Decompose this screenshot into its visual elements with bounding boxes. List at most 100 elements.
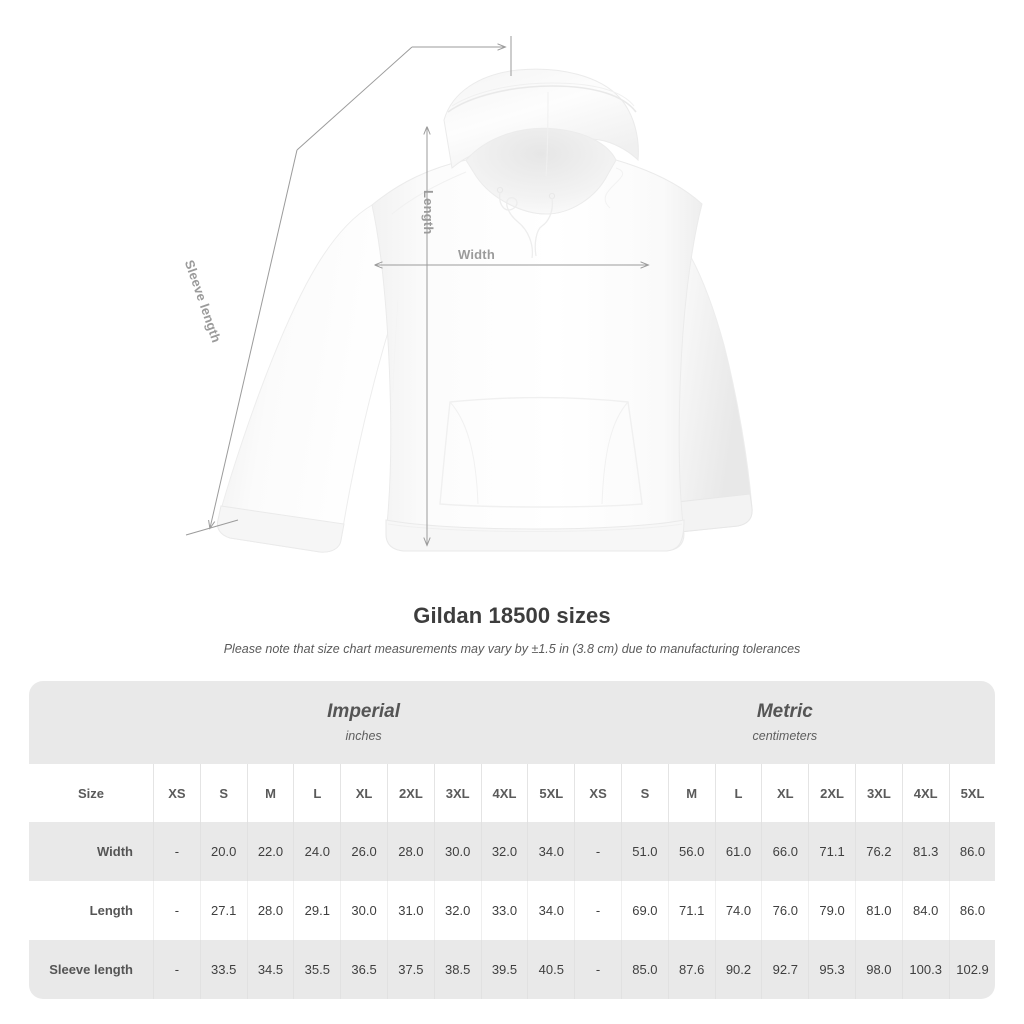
measurement-cell: - — [153, 881, 200, 940]
unit-group-imperial-name: Imperial — [327, 701, 401, 723]
measurement-cell: 56.0 — [667, 822, 715, 881]
width-dimension-label: Width — [458, 247, 495, 262]
sleeve-guide-lower — [210, 149, 298, 528]
size-header-cell: 4XL — [480, 764, 528, 822]
size-header-cell: 3XL — [854, 764, 902, 822]
size-header-cell: S — [621, 764, 668, 822]
measurement-cell: 61.0 — [714, 822, 762, 881]
hoodie-diagram: Width Length Sleeve length — [182, 36, 753, 553]
sleeve-bottom-tick — [185, 519, 239, 536]
measurement-cell: 86.0 — [948, 822, 996, 881]
size-header-cell: L — [293, 764, 341, 822]
unit-group-metric-name: Metric — [756, 701, 813, 723]
measurement-cell: 34.0 — [527, 881, 575, 940]
measurement-cell: 30.0 — [340, 881, 387, 940]
measurement-cell: 34.0 — [527, 822, 575, 881]
size-chart-table-wrap: Imperial inches Metric centimeters Size … — [29, 681, 996, 999]
measurement-cell: 51.0 — [621, 822, 668, 881]
size-header-cell: 2XL — [386, 764, 434, 822]
size-header-cell: S — [199, 764, 247, 822]
garment-shape — [217, 68, 753, 553]
hoodie-illustration — [185, 36, 753, 553]
measurement-cell: 32.0 — [480, 822, 528, 881]
size-header-cell: 3XL — [433, 764, 481, 822]
measurement-cell: 102.9 — [948, 940, 996, 999]
row-label-cell: Width — [29, 822, 153, 881]
measurement-cell: 86.0 — [948, 881, 996, 940]
measurement-cell: 40.5 — [527, 940, 575, 999]
measurement-cell: - — [153, 940, 200, 999]
measurement-cell: 26.0 — [340, 822, 387, 881]
measurement-cell: 76.0 — [761, 881, 809, 940]
measurement-cell: 28.0 — [386, 822, 434, 881]
measurement-cell: 38.5 — [433, 940, 481, 999]
unit-group-imperial: Imperial inches — [153, 681, 575, 764]
size-header-cell: M — [667, 764, 715, 822]
measurement-guides — [185, 36, 648, 545]
measurement-cell: 71.1 — [808, 822, 855, 881]
length-dimension-label: Length — [421, 190, 436, 235]
measurement-cell: 33.0 — [480, 881, 528, 940]
unit-group-imperial-sub: inches — [345, 728, 382, 743]
unit-group-row: Imperial inches Metric centimeters — [29, 681, 996, 764]
measurement-cell: 30.0 — [433, 822, 481, 881]
table-head: Imperial inches Metric centimeters Size … — [29, 681, 996, 822]
size-header-label: Size — [29, 764, 153, 822]
sleeve-guide-upper — [296, 46, 413, 151]
measurement-cell: 28.0 — [246, 881, 294, 940]
measurement-cell: 31.0 — [386, 881, 434, 940]
unit-group-metric: Metric centimeters — [574, 681, 996, 764]
measurement-cell: 98.0 — [854, 940, 902, 999]
measurement-cell: 81.0 — [854, 881, 902, 940]
size-chart-table: Imperial inches Metric centimeters Size … — [29, 681, 996, 999]
measurement-cell: 33.5 — [199, 940, 247, 999]
unit-row-spacer — [29, 681, 153, 764]
measurement-cell: 90.2 — [714, 940, 762, 999]
measurement-cell: 34.5 — [246, 940, 294, 999]
measurement-cell: 92.7 — [761, 940, 809, 999]
measurement-cell: 24.0 — [293, 822, 341, 881]
measurement-cell: - — [574, 881, 621, 940]
measurement-cell: 35.5 — [293, 940, 341, 999]
size-header-cell: 4XL — [901, 764, 949, 822]
measurement-cell: 27.1 — [199, 881, 247, 940]
measurement-cell: 95.3 — [808, 940, 855, 999]
measurement-cell: 39.5 — [480, 940, 528, 999]
measurement-cell: 22.0 — [246, 822, 294, 881]
measurement-cell: 37.5 — [386, 940, 434, 999]
tolerance-note: Please note that size chart measurements… — [223, 642, 801, 656]
size-header-cell: L — [714, 764, 762, 822]
measurement-cell: 66.0 — [761, 822, 809, 881]
size-header-cell: XL — [761, 764, 809, 822]
page-title: Gildan 18500 sizes — [413, 603, 611, 628]
row-label-cell: Length — [29, 881, 153, 940]
title-block: Gildan 18500 sizes Please note that size… — [0, 585, 1024, 656]
measurement-cell: 79.0 — [808, 881, 855, 940]
size-header-row: Size XS S M L XL 2XL 3XL 4XL 5XL XS S M L XL 2XL 3XL 4XL… — [29, 764, 996, 822]
unit-group-metric-sub: centimeters — [752, 728, 818, 743]
measurement-cell: 29.1 — [293, 881, 341, 940]
table-row: Length -27.1 28.0 29.1 30.0 31.0 32.0 33.0 34.0-… — [29, 881, 996, 940]
measurement-cell: 36.5 — [340, 940, 387, 999]
measurement-cell: 20.0 — [199, 822, 247, 881]
measurement-cell: 76.2 — [854, 822, 902, 881]
measurement-cell: 87.6 — [667, 940, 715, 999]
measurement-cell: - — [574, 822, 621, 881]
size-header-cell: XL — [340, 764, 387, 822]
size-header-cell: XS — [574, 764, 621, 822]
measurement-cell: - — [153, 822, 200, 881]
size-header-cell: 5XL — [948, 764, 996, 822]
table-body: Width -20.0 22.0 24.0 26.0 28.0 30.0 32.0 34.0-5… — [29, 822, 996, 999]
size-header-cell: 5XL — [527, 764, 575, 822]
measurement-cell: 100.3 — [901, 940, 949, 999]
measurement-cell: 85.0 — [621, 940, 668, 999]
size-header-cell: XS — [153, 764, 200, 822]
measurement-cell: 81.3 — [901, 822, 949, 881]
measurement-cell: 84.0 — [901, 881, 949, 940]
table-row: Sleeve length -33.5 34.5 35.5 36.5 37.5 38.5 39… — [29, 940, 996, 999]
measurement-cell: - — [574, 940, 621, 999]
size-header-cell: 2XL — [808, 764, 855, 822]
measurement-cell: 32.0 — [433, 881, 481, 940]
measurement-cell: 69.0 — [621, 881, 668, 940]
row-label-cell: Sleeve length — [29, 940, 153, 999]
